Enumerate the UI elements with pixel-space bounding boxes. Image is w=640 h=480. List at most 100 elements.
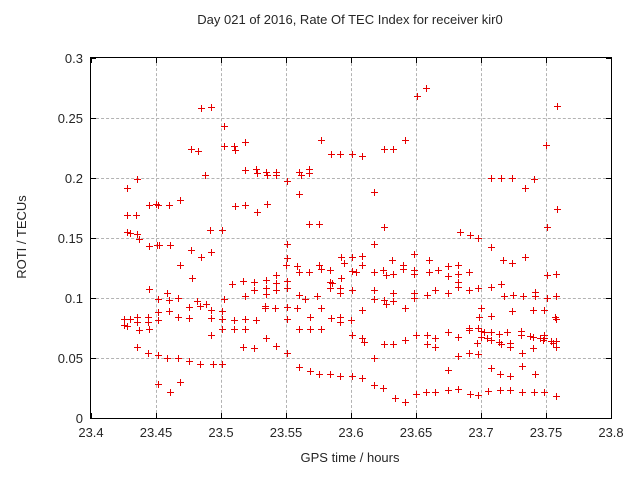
data-point-marker: [230, 143, 238, 151]
data-point-marker: [263, 168, 270, 176]
y-tick-left: [91, 178, 96, 179]
data-point-marker: [317, 137, 325, 145]
data-point-marker: [424, 292, 432, 300]
data-point-marker: [445, 263, 452, 271]
data-point-marker: [424, 331, 432, 339]
data-point-marker: [283, 254, 291, 262]
data-point-marker: [123, 185, 131, 193]
data-point-marker: [382, 271, 390, 279]
data-point-marker: [242, 325, 250, 333]
data-point-marker: [543, 271, 551, 279]
data-point-marker: [507, 343, 515, 351]
y-tick-left: [91, 358, 96, 359]
data-point-marker: [201, 172, 209, 180]
data-point-marker: [242, 138, 250, 146]
data-point-marker: [517, 331, 525, 339]
data-point-marker: [381, 145, 389, 153]
data-point-marker: [532, 371, 540, 379]
data-point-marker: [380, 266, 387, 274]
x-tick-top: [416, 58, 417, 63]
data-point-marker: [337, 372, 345, 380]
data-point-marker: [543, 223, 551, 231]
data-point-marker: [230, 317, 238, 325]
data-point-marker: [126, 316, 134, 324]
data-point-marker: [208, 248, 216, 256]
data-point-marker: [541, 335, 549, 343]
data-point-marker: [529, 306, 537, 314]
data-point-marker: [294, 305, 302, 313]
data-point-marker: [328, 314, 335, 322]
data-point-marker: [229, 281, 237, 289]
data-point-marker: [465, 287, 473, 295]
data-point-marker: [242, 293, 250, 301]
data-point-marker: [316, 371, 324, 379]
data-point-marker: [164, 354, 172, 362]
data-point-marker: [412, 331, 420, 339]
data-point-marker: [455, 278, 463, 286]
data-point-marker: [455, 283, 463, 291]
data-point-marker: [198, 104, 205, 112]
x-tick-bottom: [416, 413, 417, 418]
data-point-marker: [541, 389, 549, 397]
data-point-marker: [445, 386, 452, 394]
data-point-marker: [328, 150, 335, 158]
data-point-marker: [455, 270, 463, 278]
data-point-marker: [498, 281, 506, 289]
data-point-marker: [359, 252, 367, 260]
data-point-marker: [264, 200, 272, 208]
data-point-marker: [155, 380, 163, 388]
data-point-marker: [360, 338, 368, 346]
data-point-marker: [422, 389, 430, 397]
data-point-marker: [455, 262, 463, 270]
x-tick-top: [221, 58, 222, 63]
y-tick-label: 0.05: [57, 351, 83, 366]
data-point-marker: [370, 240, 378, 248]
y-tick-left: [91, 118, 96, 119]
x-tick-bottom: [91, 413, 92, 418]
data-point-marker: [251, 344, 259, 352]
data-point-marker: [144, 313, 152, 321]
data-point-marker: [155, 295, 163, 303]
data-point-marker: [144, 318, 152, 326]
data-point-marker: [263, 276, 270, 284]
data-point-marker: [370, 382, 378, 390]
x-tick-top: [351, 58, 352, 63]
data-point-marker: [166, 241, 174, 249]
data-point-marker: [425, 257, 433, 265]
data-point-marker: [338, 275, 346, 283]
data-point-marker: [474, 284, 482, 292]
data-point-marker: [552, 316, 560, 324]
data-point-marker: [359, 335, 367, 343]
data-point-marker: [508, 307, 516, 315]
data-point-marker: [542, 142, 550, 150]
data-point-marker: [380, 384, 387, 392]
x-tick-label: 23.7: [468, 425, 494, 440]
data-point-marker: [295, 325, 303, 333]
data-point-marker: [337, 150, 345, 158]
data-point-marker: [242, 167, 250, 175]
data-point-marker: [348, 331, 356, 339]
data-point-marker: [390, 298, 398, 306]
data-point-marker: [177, 378, 185, 386]
x-tick-bottom: [546, 413, 547, 418]
data-point-marker: [390, 145, 398, 153]
x-tick-top: [481, 58, 482, 63]
data-point-marker: [402, 336, 410, 344]
x-tick-bottom: [351, 413, 352, 418]
data-point-marker: [326, 278, 334, 286]
data-point-marker: [445, 366, 452, 374]
data-point-marker: [552, 293, 560, 301]
data-point-marker: [186, 358, 194, 366]
data-point-marker: [487, 174, 495, 182]
data-point-marker: [305, 169, 313, 177]
data-point-marker: [467, 390, 475, 398]
data-point-marker: [370, 295, 378, 303]
data-point-marker: [497, 386, 504, 394]
data-point-marker: [337, 313, 345, 321]
data-point-marker: [529, 344, 537, 352]
data-point-marker: [526, 332, 534, 340]
data-point-marker: [381, 223, 389, 231]
data-point-marker: [499, 257, 507, 265]
y-tick-right: [606, 118, 611, 119]
data-point-marker: [121, 316, 129, 324]
